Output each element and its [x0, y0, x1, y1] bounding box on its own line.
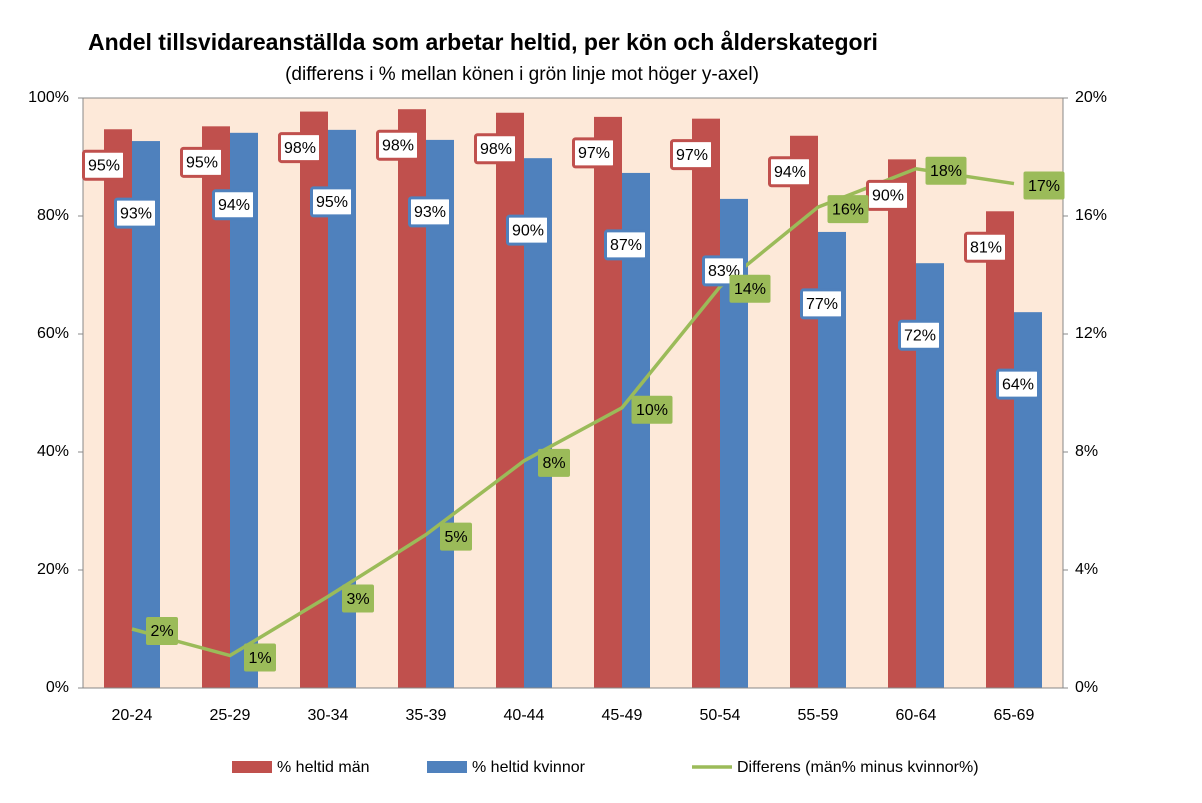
value-label: 16%: [832, 201, 864, 218]
bar: [986, 211, 1014, 688]
value-label: 94%: [218, 197, 250, 214]
value-label-box: [996, 368, 1040, 400]
value-label-box: [114, 197, 158, 229]
value-label: 72%: [904, 327, 936, 344]
x-tick-label: 55-59: [798, 707, 839, 724]
value-label: 94%: [774, 164, 806, 181]
value-label-box: [376, 129, 420, 161]
value-label-box: [474, 133, 518, 165]
value-label-box: [631, 395, 673, 424]
value-label-box: [146, 617, 178, 645]
x-tick-label: 30-34: [308, 707, 349, 724]
bar: [496, 112, 524, 688]
value-label-box: [800, 288, 844, 320]
value-label-box: [768, 156, 812, 188]
value-label-box: [212, 189, 256, 221]
value-label-box: [572, 137, 616, 169]
value-label-box: [278, 132, 322, 164]
value-label-box: [180, 146, 224, 178]
legend-label: Differens (män% minus kvinnor%): [737, 759, 979, 776]
value-label-box: [964, 231, 1008, 263]
value-label: 1%: [248, 650, 271, 667]
value-label-box: [82, 149, 126, 181]
bar: [132, 141, 160, 688]
x-tick-label: 40-44: [504, 707, 545, 724]
value-label: 98%: [382, 137, 414, 154]
value-label: 97%: [578, 145, 610, 162]
value-label: 95%: [316, 194, 348, 211]
value-label: 93%: [414, 204, 446, 221]
value-label-box: [729, 274, 771, 303]
bar: [230, 132, 258, 688]
value-label-box: [898, 319, 942, 351]
bar: [1014, 312, 1042, 688]
x-tick-label: 45-49: [602, 707, 643, 724]
y2-tick-label: 8%: [1075, 443, 1098, 460]
value-label-box: [925, 156, 967, 185]
value-label: 98%: [284, 140, 316, 157]
value-label: 18%: [930, 163, 962, 180]
x-tick-label: 50-54: [700, 707, 741, 724]
value-label: 87%: [610, 237, 642, 254]
y-tick-label: 60%: [37, 325, 69, 342]
value-label: 64%: [1002, 376, 1034, 393]
value-label: 17%: [1028, 178, 1060, 195]
value-label: 8%: [542, 455, 565, 472]
value-label-box: [1023, 171, 1065, 200]
y-tick-label: 40%: [37, 443, 69, 460]
value-label-box: [244, 643, 276, 672]
y2-tick-label: 4%: [1075, 561, 1098, 578]
x-tick-label: 60-64: [896, 707, 937, 724]
value-label: 95%: [186, 155, 218, 172]
value-label-box: [670, 139, 714, 171]
value-label-box: [342, 584, 374, 613]
y-tick-label: 100%: [28, 89, 69, 106]
value-label-box: [604, 229, 648, 261]
y2-tick-label: 20%: [1075, 89, 1107, 106]
value-label-box: [866, 179, 910, 211]
value-label: 77%: [806, 296, 838, 313]
value-label: 90%: [872, 188, 904, 205]
value-label: 2%: [150, 623, 173, 640]
legend-label: % heltid män: [277, 759, 370, 776]
value-label: 5%: [444, 529, 467, 546]
chart-title: Andel tillsvidareanställda som arbetar h…: [88, 29, 878, 55]
value-label: 14%: [734, 281, 766, 298]
x-tick-label: 65-69: [994, 707, 1035, 724]
value-label: 81%: [970, 239, 1002, 256]
y-tick-label: 20%: [37, 561, 69, 578]
value-label: 3%: [346, 591, 369, 608]
y-tick-label: 80%: [37, 207, 69, 224]
legend-swatch: [232, 761, 272, 773]
y2-tick-label: 16%: [1075, 207, 1107, 224]
value-label: 90%: [512, 222, 544, 239]
x-tick-label: 25-29: [210, 707, 251, 724]
value-label-box: [506, 214, 550, 246]
y2-tick-label: 0%: [1075, 679, 1098, 696]
y-tick-label: 0%: [46, 679, 69, 696]
value-label: 10%: [636, 402, 668, 419]
value-label: 98%: [480, 141, 512, 158]
bar: [524, 158, 552, 688]
value-label-box: [538, 448, 570, 477]
bar: [398, 109, 426, 688]
legend-swatch: [427, 761, 467, 773]
bar: [594, 116, 622, 688]
chart-subtitle: (differens i % mellan könen i grön linje…: [285, 64, 759, 85]
bar: [426, 139, 454, 688]
value-label-box: [827, 195, 869, 224]
value-label-box: [408, 196, 452, 228]
x-tick-label: 20-24: [112, 707, 153, 724]
bar: [692, 118, 720, 688]
x-tick-label: 35-39: [406, 707, 447, 724]
y2-tick-label: 12%: [1075, 325, 1107, 342]
value-label-box: [440, 522, 472, 551]
value-label: 97%: [676, 147, 708, 164]
value-label: 95%: [88, 157, 120, 174]
bar: [888, 159, 916, 689]
legend-label: % heltid kvinnor: [472, 759, 586, 776]
value-label-box: [310, 186, 354, 218]
value-label: 93%: [120, 205, 152, 222]
